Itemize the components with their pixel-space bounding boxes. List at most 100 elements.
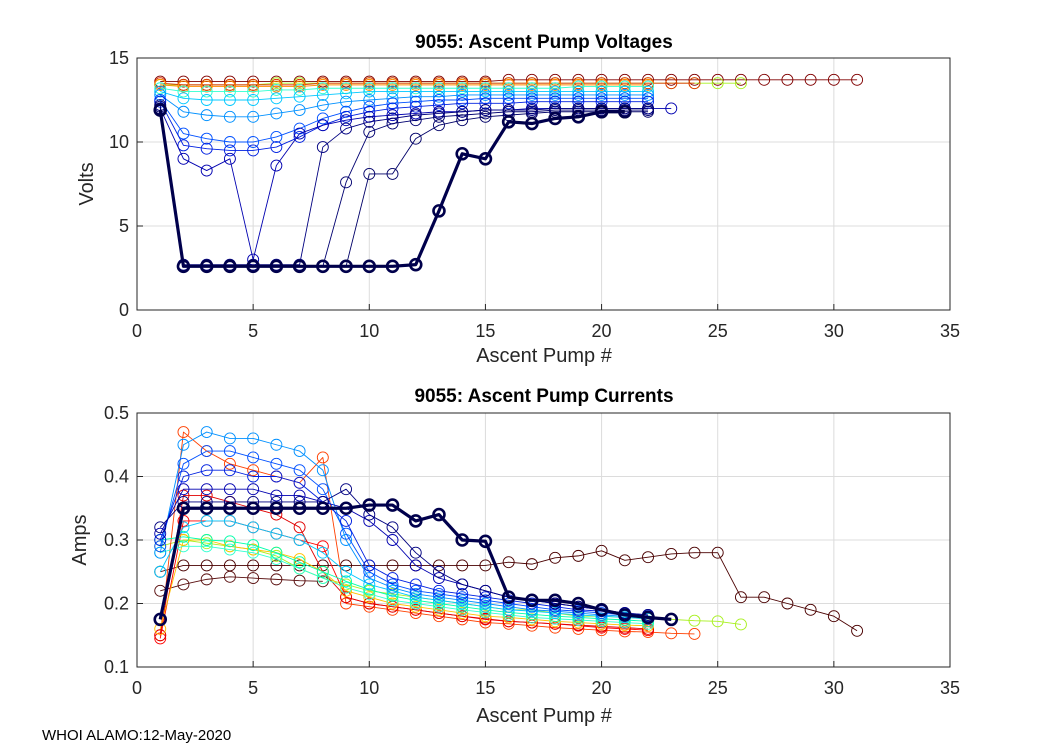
current-data-point xyxy=(386,534,399,546)
current-data-point xyxy=(386,559,399,572)
voltage-data-point xyxy=(595,73,608,86)
current-data-point xyxy=(200,573,213,586)
current-x-tick-label: 10 xyxy=(359,678,379,698)
current-data-point xyxy=(270,549,283,562)
current-data-point xyxy=(339,501,353,516)
voltage-data-point xyxy=(363,105,376,118)
voltage-series-line-profile-mid-1 xyxy=(160,86,649,93)
current-data-point xyxy=(479,616,492,629)
current-data-point xyxy=(665,548,678,560)
current-data-point xyxy=(176,501,191,516)
voltage-data-point xyxy=(200,109,213,122)
voltage-axes-frame xyxy=(136,57,951,311)
voltage-data-point xyxy=(456,89,469,101)
current-data-point xyxy=(293,521,306,534)
current-data-point xyxy=(316,451,329,464)
current-series-line-profile-mid-1b xyxy=(160,536,649,622)
current-data-point xyxy=(595,544,608,557)
voltage-x-tick-label: 15 xyxy=(475,321,495,341)
voltage-data-point xyxy=(433,94,445,106)
voltage-x-axis-label: Ascent Pump # xyxy=(476,345,613,367)
current-data-point xyxy=(247,572,260,585)
voltage-data-point xyxy=(316,141,329,153)
voltage-data-point xyxy=(386,92,399,105)
voltage-data-point xyxy=(548,111,562,126)
current-data-point xyxy=(177,457,190,470)
current-data-point xyxy=(781,597,794,610)
voltage-x-tick-label: 5 xyxy=(248,321,258,341)
current-data-point xyxy=(270,470,283,483)
current-data-point xyxy=(270,553,283,565)
voltage-data-point xyxy=(177,127,190,140)
current-data-point xyxy=(525,603,538,616)
voltage-series-line-profile-early-1 xyxy=(160,79,858,82)
voltage-data-point xyxy=(177,85,190,98)
voltage-data-point xyxy=(688,73,701,86)
current-data-point xyxy=(409,597,422,610)
voltage-data-point xyxy=(501,115,516,129)
current-data-point xyxy=(479,591,492,604)
voltage-data-point xyxy=(525,95,538,108)
voltage-data-point xyxy=(340,82,353,95)
voltage-data-point xyxy=(269,259,284,274)
voltage-data-point xyxy=(572,89,585,101)
current-x-tick-label: 20 xyxy=(592,678,612,698)
current-data-point xyxy=(177,483,190,496)
voltage-data-point xyxy=(479,92,492,105)
current-data-point xyxy=(340,575,353,588)
voltage-data-point xyxy=(502,78,515,91)
current-data-point xyxy=(200,537,213,550)
current-data-point xyxy=(363,572,376,585)
voltage-data-point xyxy=(270,131,283,143)
current-data-point xyxy=(200,445,213,458)
voltage-data-point xyxy=(409,85,422,98)
current-data-point xyxy=(409,584,422,597)
voltage-data-point xyxy=(734,73,747,86)
voltage-data-point xyxy=(292,259,307,274)
current-data-point xyxy=(270,527,283,540)
current-data-point xyxy=(200,489,213,502)
current-data-point xyxy=(340,597,353,610)
voltage-data-point xyxy=(340,122,353,135)
voltage-data-point xyxy=(223,110,236,123)
current-data-point xyxy=(408,514,423,528)
current-data-point xyxy=(433,565,445,578)
voltage-data-point xyxy=(525,78,538,91)
voltage-data-point xyxy=(572,95,585,108)
voltage-data-point xyxy=(270,83,283,96)
current-data-point xyxy=(386,578,399,591)
current-chart-title: 9055: Ascent Pump Currents xyxy=(414,386,673,407)
current-data-point xyxy=(479,603,492,616)
current-data-point xyxy=(456,591,469,604)
current-data-point xyxy=(363,600,376,613)
current-data-point xyxy=(154,521,167,534)
voltage-data-point xyxy=(316,78,329,91)
voltage-data-point xyxy=(734,77,747,90)
voltage-data-point xyxy=(479,110,492,123)
current-data-point xyxy=(502,600,515,613)
voltage-data-point xyxy=(618,92,631,105)
voltage-data-point xyxy=(223,152,236,165)
voltage-data-point xyxy=(525,92,538,105)
voltage-data-point xyxy=(409,82,422,95)
voltage-data-point xyxy=(455,146,470,161)
current-data-point xyxy=(154,540,167,553)
current-x-tick-label: 5 xyxy=(248,678,258,698)
voltage-data-point xyxy=(572,92,585,105)
voltage-data-point xyxy=(549,82,562,95)
current-series-line-profile-early-5 xyxy=(159,495,649,636)
voltage-data-point xyxy=(270,107,283,120)
current-data-point xyxy=(200,515,213,527)
voltage-data-point xyxy=(456,105,469,118)
voltage-data-point xyxy=(363,125,376,138)
current-x-tick-label: 30 xyxy=(824,678,844,698)
current-data-point xyxy=(223,483,236,496)
current-data-point xyxy=(456,600,469,613)
current-series-line-profile-mid-1 xyxy=(160,545,649,625)
voltage-data-point xyxy=(479,82,492,95)
current-y-tick-label: 0.4 xyxy=(104,467,129,487)
voltage-data-point xyxy=(223,80,236,93)
voltage-x-tick-label: 25 xyxy=(708,321,728,341)
current-data-point xyxy=(549,603,562,616)
current-data-point xyxy=(433,607,445,619)
